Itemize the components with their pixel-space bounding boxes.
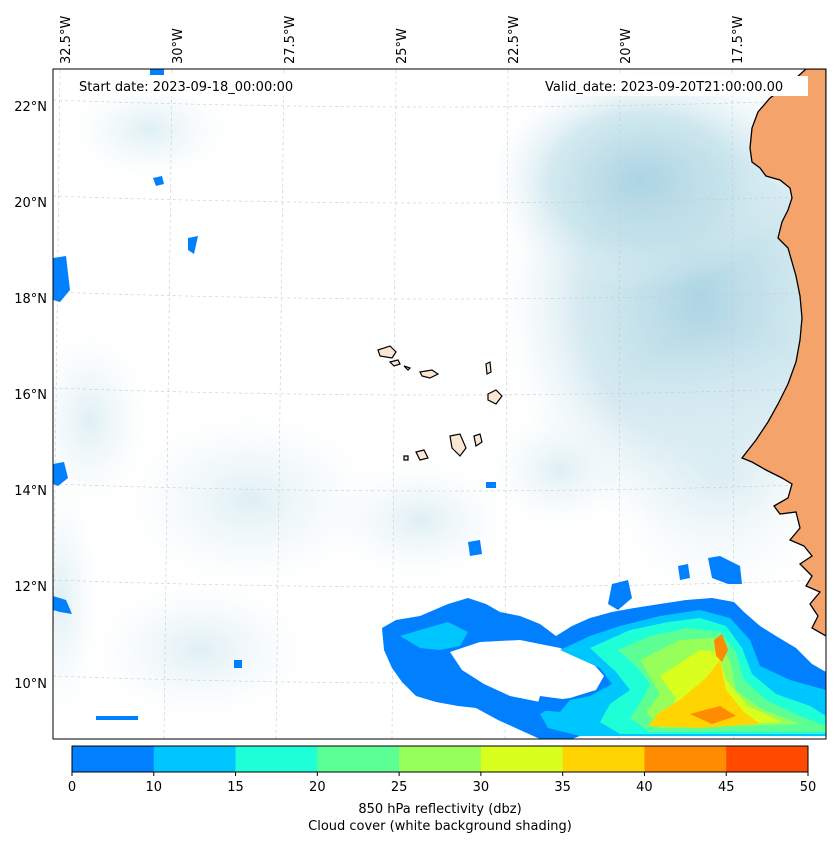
colorbar-tick-label: 30 bbox=[473, 780, 490, 795]
colorbar-tick-label: 50 bbox=[800, 780, 817, 795]
start-date-label: Start date: 2023-09-18_00:00:00 bbox=[79, 80, 293, 95]
lon-label-25w: 25°W bbox=[395, 28, 410, 64]
map-panel bbox=[53, 69, 826, 739]
africa-landmass bbox=[740, 69, 826, 637]
colorbar-segment-4 bbox=[399, 746, 482, 772]
colorbar-segment-3 bbox=[317, 746, 400, 772]
lat-label-20n: 20°N bbox=[14, 196, 47, 211]
lat-label-18n: 18°N bbox=[14, 292, 47, 307]
valid-date-label: Valid_date: 2023-09-20T21:00:00.00 bbox=[545, 80, 783, 95]
colorbar-frame bbox=[71, 745, 809, 773]
lat-label-16n: 16°N bbox=[14, 388, 47, 403]
colorbar-segment-5 bbox=[480, 746, 564, 772]
lon-label-20w: 20°W bbox=[619, 28, 634, 64]
longitude-labels: 32.5°W 30°W 27.5°W 25°W 22.5°W 20°W 17.5… bbox=[59, 16, 746, 64]
lon-label-30w: 30°W bbox=[171, 28, 186, 64]
reflectivity-field bbox=[53, 69, 826, 739]
valid-date-box bbox=[540, 76, 808, 96]
cloud-cover-shading bbox=[53, 69, 826, 720]
lat-label-22n: 22°N bbox=[14, 100, 47, 115]
colorbar-tick-label: 15 bbox=[227, 780, 244, 795]
colorbar-segment-8 bbox=[726, 746, 809, 772]
colorbar-segment-0 bbox=[72, 746, 155, 772]
lon-label-17-5w: 17.5°W bbox=[731, 16, 746, 64]
colorbar-segment-6 bbox=[562, 746, 645, 772]
latitude-labels: 22°N 20°N 18°N 16°N 14°N 12°N 10°N bbox=[14, 100, 47, 692]
colorbar-tick-label: 0 bbox=[68, 780, 76, 795]
colorbar-caption-line1: 850 hPa reflectivity (dbz) bbox=[358, 802, 521, 817]
cape-verde-islands bbox=[377, 345, 503, 461]
colorbar-tick-label: 35 bbox=[554, 780, 571, 795]
colorbar: 0 10 15 20 25 30 35 40 45 50 bbox=[68, 745, 817, 795]
lon-label-27-5w: 27.5°W bbox=[283, 16, 298, 64]
colorbar-tick-label: 25 bbox=[391, 780, 408, 795]
colorbar-segment-7 bbox=[644, 746, 727, 772]
start-date-box bbox=[74, 76, 314, 96]
lat-label-14n: 14°N bbox=[14, 484, 47, 499]
colorbar-caption-line2: Cloud cover (white background shading) bbox=[308, 819, 572, 834]
lat-label-12n: 12°N bbox=[14, 580, 47, 595]
map-frame bbox=[52, 68, 827, 740]
lon-label-32-5w: 32.5°W bbox=[59, 16, 74, 64]
colorbar-tick-label: 40 bbox=[636, 780, 653, 795]
colorbar-segment-1 bbox=[153, 746, 237, 772]
lon-label-22-5w: 22.5°W bbox=[507, 16, 522, 64]
colorbar-segment-2 bbox=[235, 746, 318, 772]
colorbar-tick-label: 10 bbox=[146, 780, 163, 795]
colorbar-tick-label: 45 bbox=[718, 780, 735, 795]
colorbar-tick-label: 20 bbox=[309, 780, 326, 795]
lat-label-10n: 10°N bbox=[14, 677, 47, 692]
